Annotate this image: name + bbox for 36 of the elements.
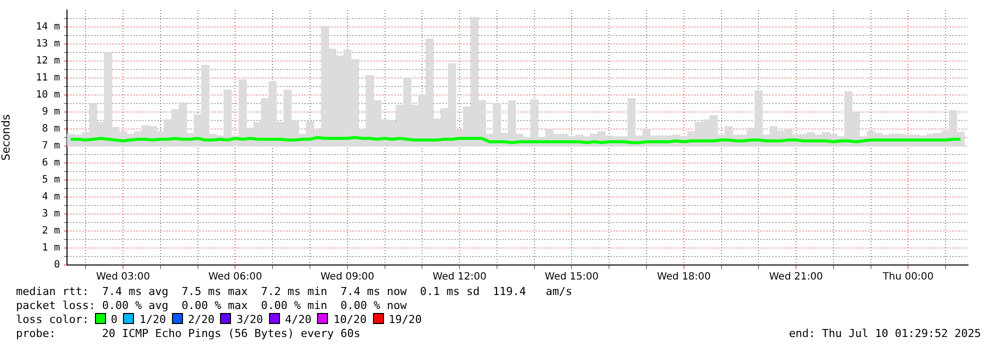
text: end: Thu Jul 10 01:29:52 2025 bbox=[788, 327, 981, 341]
x-tick-label: Thu 00:00 bbox=[882, 272, 934, 283]
y-tick-label: 1 m bbox=[42, 242, 60, 254]
y-tick-label: 9 m bbox=[42, 106, 60, 118]
y-tick-label: 4 m bbox=[42, 192, 60, 203]
y-tick-label: 2 m bbox=[42, 226, 60, 237]
legend-title: loss color: bbox=[16, 313, 89, 326]
x-tick-label: Wed 03:00 bbox=[96, 272, 150, 283]
x-tick-label: Wed 09:00 bbox=[320, 272, 374, 283]
y-tick-label: 5 m bbox=[42, 174, 60, 186]
x-tick-label: Wed 15:00 bbox=[544, 272, 599, 283]
y-tick-label: 6 m bbox=[42, 158, 60, 169]
y-tick-label: 14 m bbox=[36, 22, 60, 33]
legend-label: 4/20 bbox=[284, 313, 312, 326]
text: median rtt: 7.4 ms avg 7.5 ms max 7.2 ms min 7.4 ms now 0.1 ms sd 119.4 am/s bbox=[16, 285, 572, 299]
x-tick-label: Wed 06:00 bbox=[208, 272, 262, 283]
legend-label: 10/20 bbox=[333, 313, 367, 326]
legend-label: 2/20 bbox=[188, 313, 214, 326]
legend-label: 1/20 bbox=[139, 313, 166, 326]
x-tick-label: Wed 12:00 bbox=[432, 272, 486, 283]
y-tick-label: 8 m bbox=[42, 124, 60, 135]
y-tick-label: 0 bbox=[54, 260, 60, 271]
x-tick-label: Wed 21:00 bbox=[769, 272, 823, 283]
y-tick-label: 10 m bbox=[36, 90, 60, 101]
legend-label: 19/20 bbox=[388, 313, 422, 326]
y-tick-label: 3 m bbox=[42, 208, 60, 220]
x-tick-label: Wed 18:00 bbox=[656, 272, 711, 283]
legend-label: 3/20 bbox=[236, 313, 263, 326]
legend-label: 0 bbox=[110, 313, 118, 326]
text: packet loss: 0.00 % avg 0.00 % max 0.00 % min 0.00 % now bbox=[16, 299, 407, 313]
y-tick-label: 12 m bbox=[36, 56, 60, 67]
text: probe: 20 ICMP Echo Pings (56 Bytes) every 60s bbox=[16, 327, 360, 341]
y-axis-title: Seconds bbox=[0, 114, 12, 161]
y-tick-label: 13 m bbox=[36, 38, 60, 50]
y-tick-label: 11 m bbox=[36, 72, 60, 84]
y-tick-label: 7 m bbox=[42, 140, 60, 152]
